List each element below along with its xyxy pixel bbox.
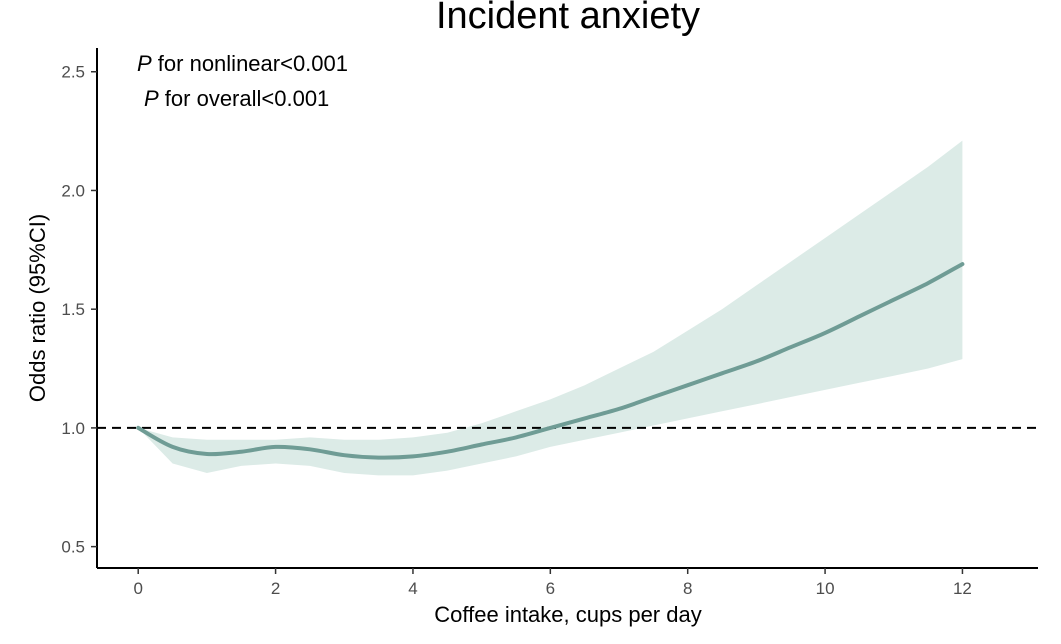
x-tick-label: 4 <box>408 579 417 598</box>
annotation-nonlinear-text: for nonlinear<0.001 <box>152 51 348 76</box>
annotation-overall: P for overall<0.001 <box>144 86 329 111</box>
x-tick-label: 8 <box>683 579 692 598</box>
y-tick-label: 2.0 <box>61 181 85 200</box>
annotation-overall-p: P <box>144 86 159 111</box>
x-axis-label: Coffee intake, cups per day <box>434 602 701 627</box>
annotation-nonlinear: P for nonlinear<0.001 <box>137 51 348 76</box>
y-tick-label: 1.5 <box>61 300 85 319</box>
y-tick-label: 0.5 <box>61 538 85 557</box>
y-tick-label: 2.5 <box>61 63 85 82</box>
annotation-overall-text: for overall<0.001 <box>159 86 330 111</box>
series-line <box>136 262 965 460</box>
x-tick-label: 0 <box>133 579 142 598</box>
y-ticks: 0.5 1.0 1.5 2.0 2.5 <box>61 63 97 557</box>
ci-band-layer <box>138 140 963 476</box>
x-tick-label: 6 <box>546 579 555 598</box>
series-line-layer <box>136 262 965 460</box>
y-axis-label: Odds ratio (95%CI) <box>25 214 50 402</box>
x-tick-label: 12 <box>953 579 972 598</box>
x-tick-label: 2 <box>271 579 280 598</box>
ci-band <box>138 140 963 476</box>
x-tick-label: 10 <box>816 579 835 598</box>
x-ticks: 0 2 4 6 8 10 12 <box>133 568 972 598</box>
annotation-nonlinear-p: P <box>137 51 152 76</box>
y-tick-label: 1.0 <box>61 419 85 438</box>
chart-title: Incident anxiety <box>436 0 700 37</box>
